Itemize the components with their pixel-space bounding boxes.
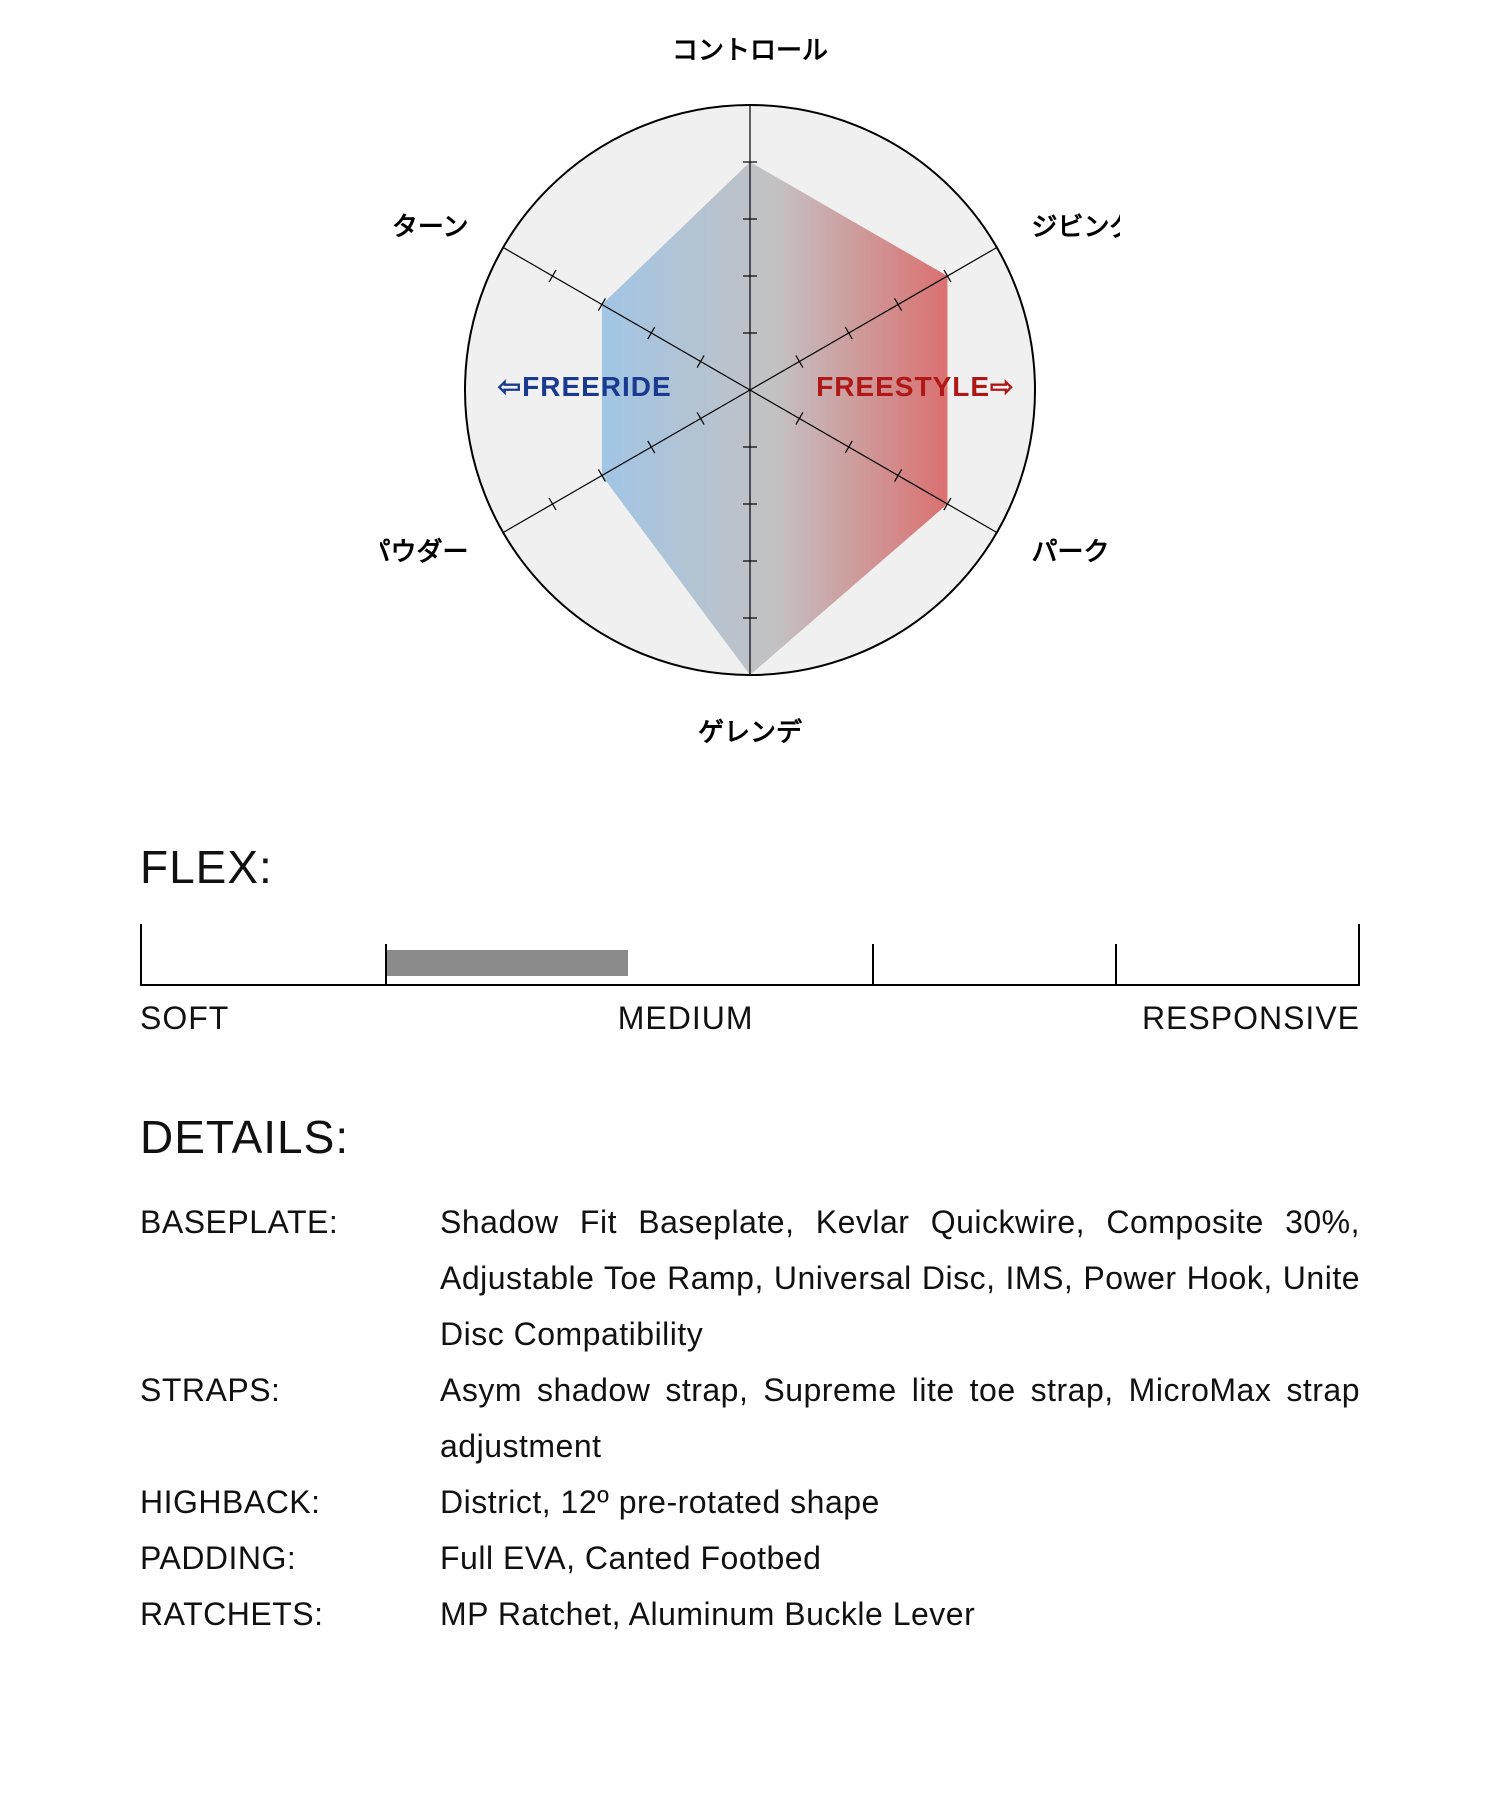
svg-text:ジビング: ジビング [1031,212,1120,242]
details-section: DETAILS: BASEPLATE:Shadow Fit Baseplate,… [140,1110,1360,1642]
detail-key: BASEPLATE: [140,1194,440,1250]
detail-row: PADDING:Full EVA, Canted Footbed [140,1530,1360,1586]
flex-tick [872,944,874,984]
flex-label-soft: SOFT [140,1000,229,1037]
detail-value: Asym shadow strap, Supreme lite toe stra… [440,1362,1360,1474]
flex-heading: FLEX: [140,840,1360,894]
svg-text:パウダー: パウダー [380,537,469,567]
flex-tick [385,944,387,984]
svg-text:⇦FREERIDE: ⇦FREERIDE [498,371,672,402]
detail-key: HIGHBACK: [140,1474,440,1530]
svg-text:ゲレンデ: ゲレンデ [698,717,803,747]
detail-value: District, 12º pre-rotated shape [440,1474,1360,1530]
details-heading: DETAILS: [140,1110,1360,1164]
detail-value: MP Ratchet, Aluminum Buckle Lever [440,1586,1360,1642]
flex-label-medium: MEDIUM [618,1000,754,1037]
flex-section: FLEX: SOFT MEDIUM RESPONSIVE [140,840,1360,1037]
svg-text:パーク: パーク [1031,537,1109,567]
flex-label-responsive: RESPONSIVE [1142,1000,1360,1037]
detail-key: RATCHETS: [140,1586,440,1642]
flex-tick [1115,944,1117,984]
details-list: BASEPLATE:Shadow Fit Baseplate, Kevlar Q… [140,1194,1360,1642]
svg-text:ターン: ターン [392,212,469,242]
detail-row: BASEPLATE:Shadow Fit Baseplate, Kevlar Q… [140,1194,1360,1362]
radar-chart: コントロールジビングパークゲレンデ パウダー ターン ⇦FREERIDE FREESTY… [380,20,1120,765]
detail-row: RATCHETS:MP Ratchet, Aluminum Buckle Lev… [140,1586,1360,1642]
svg-text:コントロール: コントロール [672,35,828,65]
detail-value: Full EVA, Canted Footbed [440,1530,1360,1586]
flex-scale [140,924,1360,986]
flex-bar [385,950,628,976]
detail-value: Shadow Fit Baseplate, Kevlar Quickwire, … [440,1194,1360,1362]
detail-key: PADDING: [140,1530,440,1586]
detail-row: STRAPS:Asym shadow strap, Supreme lite t… [140,1362,1360,1474]
flex-labels: SOFT MEDIUM RESPONSIVE [140,1000,1360,1037]
detail-key: STRAPS: [140,1362,440,1418]
detail-row: HIGHBACK:District, 12º pre-rotated shape [140,1474,1360,1530]
page-root: コントロールジビングパークゲレンデ パウダー ターン ⇦FREERIDE FREESTY… [0,0,1500,1800]
svg-text:FREESTYLE⇨: FREESTYLE⇨ [816,371,1014,402]
